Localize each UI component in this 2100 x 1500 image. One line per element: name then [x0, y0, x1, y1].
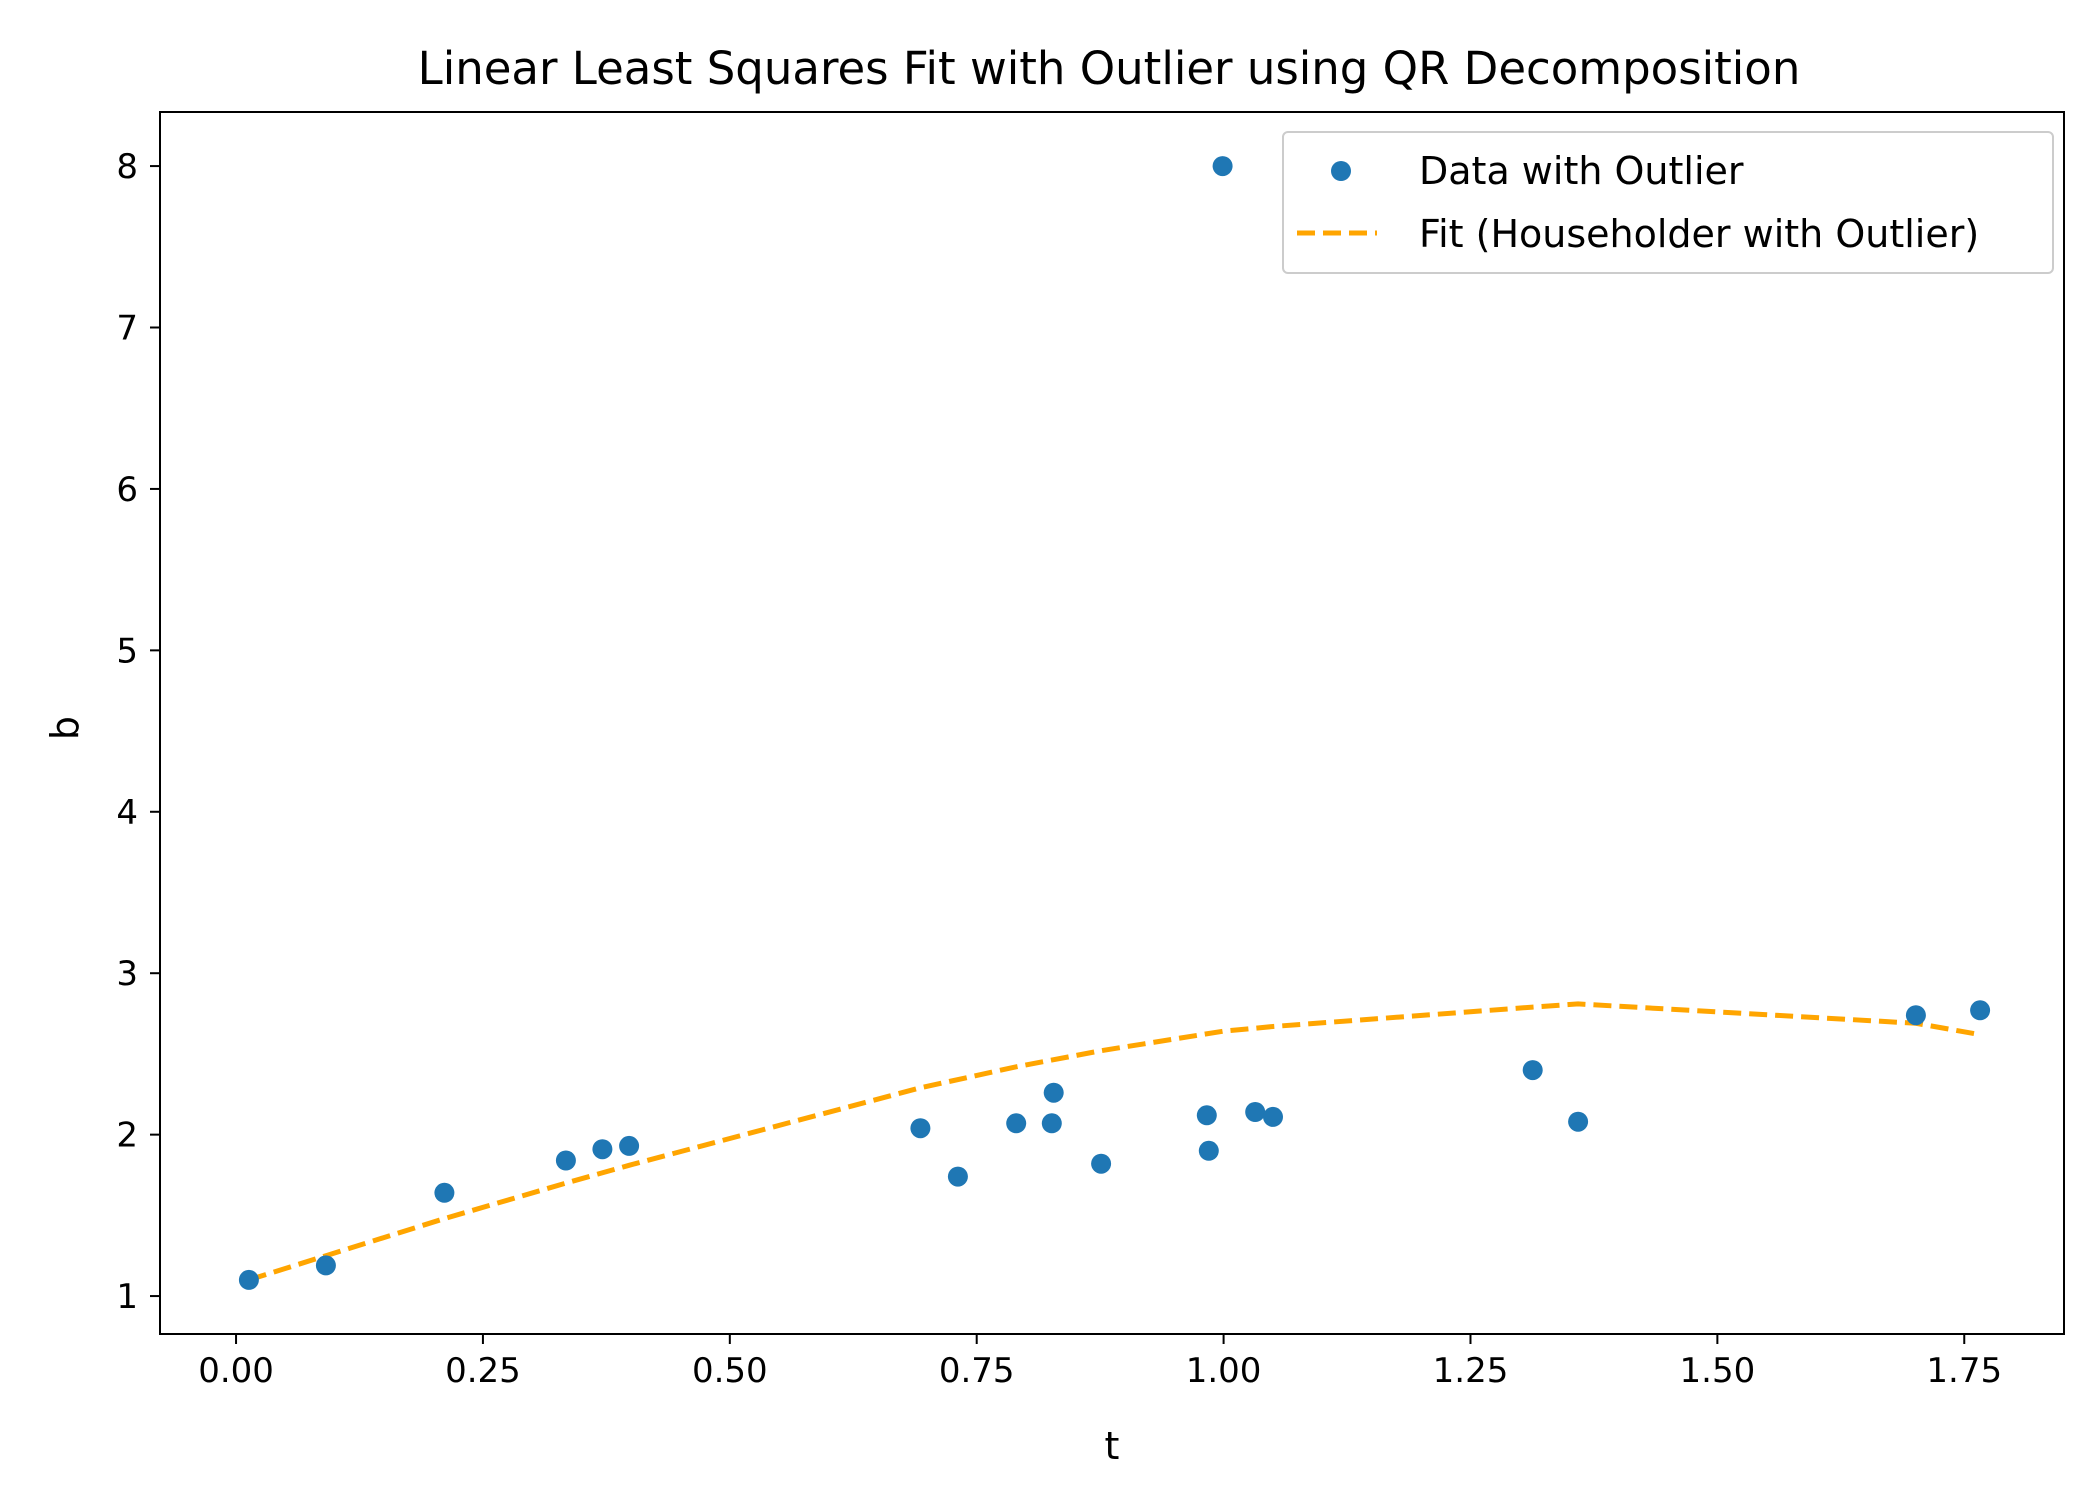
data-point [910, 1118, 931, 1139]
y-tick-label: 7 [116, 309, 138, 349]
data-point [434, 1182, 455, 1203]
y-tick-label: 3 [116, 954, 138, 994]
y-tick-label: 1 [116, 1277, 138, 1317]
data-point [592, 1139, 613, 1160]
data-point [1043, 1082, 1064, 1103]
y-tick-label: 4 [116, 793, 138, 833]
legend-scatter-marker [1331, 161, 1351, 181]
plot-frame [159, 111, 2065, 1335]
x-tick-label: 1.00 [1186, 1351, 1262, 1391]
x-tick-label: 1.25 [1433, 1351, 1509, 1391]
x-tick-label: 0.50 [692, 1351, 768, 1391]
data-point [1006, 1113, 1027, 1134]
legend: Data with Outlier Fit (Householder with … [1282, 131, 2054, 274]
legend-label-fit: Fit (Householder with Outlier) [1419, 212, 1979, 256]
y-axis-ticks: 1 2 3 4 5 6 7 8 [116, 147, 160, 1317]
x-tick-label: 0.75 [939, 1351, 1015, 1391]
data-point [1905, 1005, 1926, 1026]
chart-title: Linear Least Squares Fit with Outlier us… [418, 42, 1801, 95]
y-tick-label: 6 [116, 470, 138, 510]
legend-label-data: Data with Outlier [1419, 149, 1744, 193]
data-point [315, 1255, 336, 1276]
legend-box [1282, 131, 2054, 274]
data-point [1245, 1102, 1266, 1122]
y-tick-label: 2 [116, 1116, 138, 1156]
data-point [619, 1135, 640, 1156]
data-point [1091, 1153, 1112, 1174]
x-tick-label: 0.00 [198, 1351, 274, 1391]
data-point [1568, 1111, 1589, 1132]
data-point [1212, 156, 1233, 177]
x-axis-label: t [1105, 1424, 1120, 1468]
y-tick-label: 8 [116, 147, 138, 187]
data-point [555, 1150, 576, 1171]
fit-line [248, 1001, 1981, 1283]
data-point [1041, 1113, 1062, 1134]
x-tick-label: 1.75 [1926, 1351, 2002, 1391]
data-point [1970, 1000, 1991, 1021]
y-axis-label: b [43, 716, 87, 740]
data-point [1522, 1060, 1543, 1081]
x-tick-label: 0.25 [445, 1351, 521, 1391]
plot-content [238, 156, 1991, 1290]
x-axis-ticks: 0.00 0.25 0.50 0.75 1.00 1.25 1.50 1.75 [198, 1334, 2002, 1391]
data-point [1198, 1140, 1219, 1161]
plot-area [160, 112, 2064, 1334]
y-tick-label: 5 [116, 631, 138, 671]
data-point [1263, 1106, 1283, 1127]
data-point [1196, 1105, 1217, 1126]
data-point [947, 1166, 968, 1187]
x-tick-label: 1.50 [1680, 1351, 1756, 1391]
data-point [238, 1269, 259, 1290]
